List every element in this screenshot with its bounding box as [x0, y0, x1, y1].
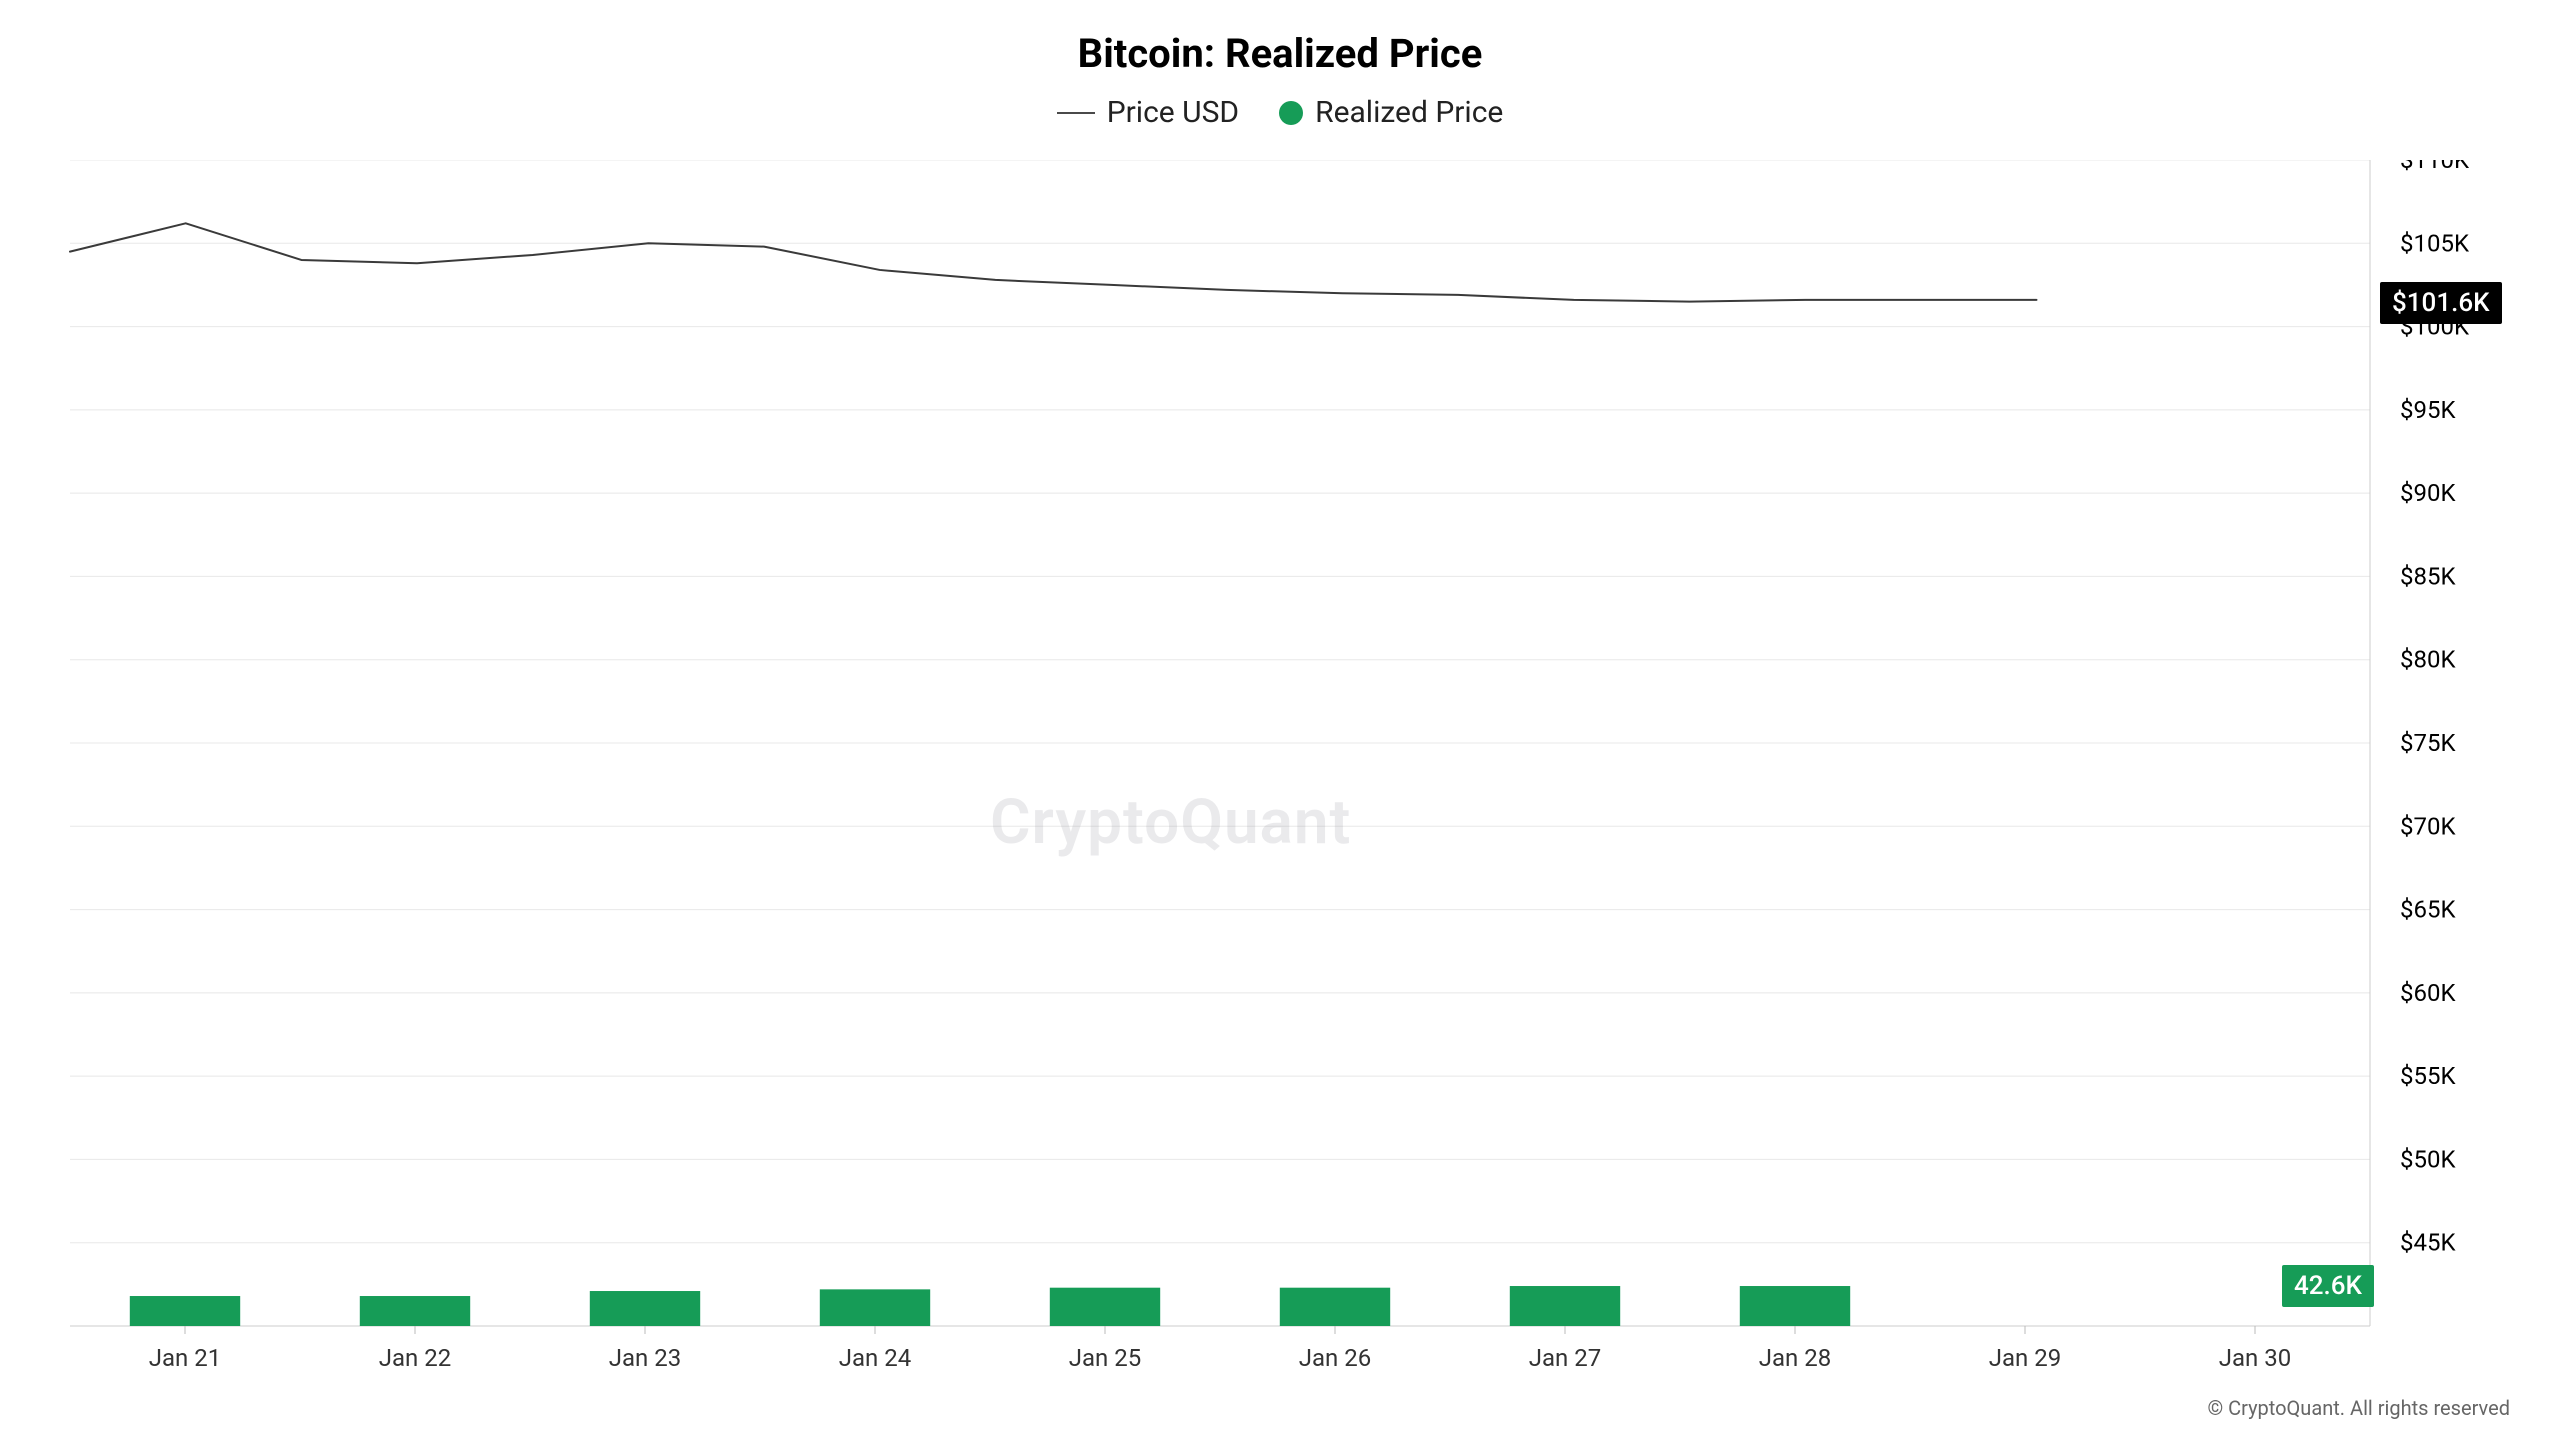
x-tick-label: Jan 25 — [1069, 1344, 1141, 1372]
chart-area: $45K $50K $55K $60K $65K $70K $75K $80K $85K $90K… — [40, 160, 2520, 1386]
x-tick-label: Jan 26 — [1299, 1344, 1371, 1372]
x-tick-label: Jan 21 — [149, 1344, 221, 1372]
y-tick-label: $110K — [2400, 160, 2470, 174]
price-line — [70, 223, 2037, 301]
y-tick-label: $50K — [2400, 1145, 2456, 1173]
y-tick-label: $90K — [2400, 479, 2456, 507]
x-tick-label: Jan 22 — [379, 1344, 451, 1372]
bar — [1510, 1286, 1620, 1326]
price-badge: $101.6K — [2380, 282, 2502, 324]
x-tick-label: Jan 27 — [1529, 1344, 1601, 1372]
x-tick-label: Jan 28 — [1759, 1344, 1831, 1372]
legend-dot-swatch — [1279, 101, 1303, 125]
legend-item: Realized Price — [1279, 95, 1503, 130]
y-tick-label: $95K — [2400, 396, 2456, 424]
chart-legend: Price USD Realized Price — [40, 95, 2520, 130]
chart-title: Bitcoin: Realized Price — [40, 30, 2520, 77]
chart-svg: $45K $50K $55K $60K $65K $70K $75K $80K $85K $90K… — [40, 160, 2520, 1386]
x-tick-label: Jan 29 — [1989, 1344, 2061, 1372]
y-tick-label: $60K — [2400, 979, 2456, 1007]
bar — [1740, 1286, 1850, 1326]
y-tick-label: $75K — [2400, 729, 2456, 757]
x-tick-label: Jan 30 — [2219, 1344, 2291, 1372]
legend-label: Realized Price — [1315, 95, 1503, 130]
legend-label: Price USD — [1107, 95, 1239, 130]
x-tick-label: Jan 24 — [839, 1344, 911, 1372]
y-tick-label: $45K — [2400, 1229, 2456, 1257]
y-tick-label: $70K — [2400, 812, 2456, 840]
bar — [360, 1296, 470, 1326]
realized-badge: 42.6K — [2282, 1265, 2374, 1307]
legend-item: Price USD — [1057, 95, 1239, 130]
bar — [1050, 1288, 1160, 1326]
y-tick-label: $105K — [2400, 229, 2470, 257]
y-tick-label: $65K — [2400, 896, 2456, 924]
bar — [590, 1291, 700, 1326]
legend-line-swatch — [1057, 112, 1095, 114]
y-tick-label: $55K — [2400, 1062, 2456, 1090]
bar — [1280, 1288, 1390, 1326]
bar — [820, 1289, 930, 1326]
y-tick-label: $80K — [2400, 646, 2456, 674]
copyright: © CryptoQuant. All rights reserved — [40, 1396, 2520, 1420]
bar — [130, 1296, 240, 1326]
x-tick-label: Jan 23 — [609, 1344, 681, 1372]
y-tick-label: $85K — [2400, 562, 2456, 590]
